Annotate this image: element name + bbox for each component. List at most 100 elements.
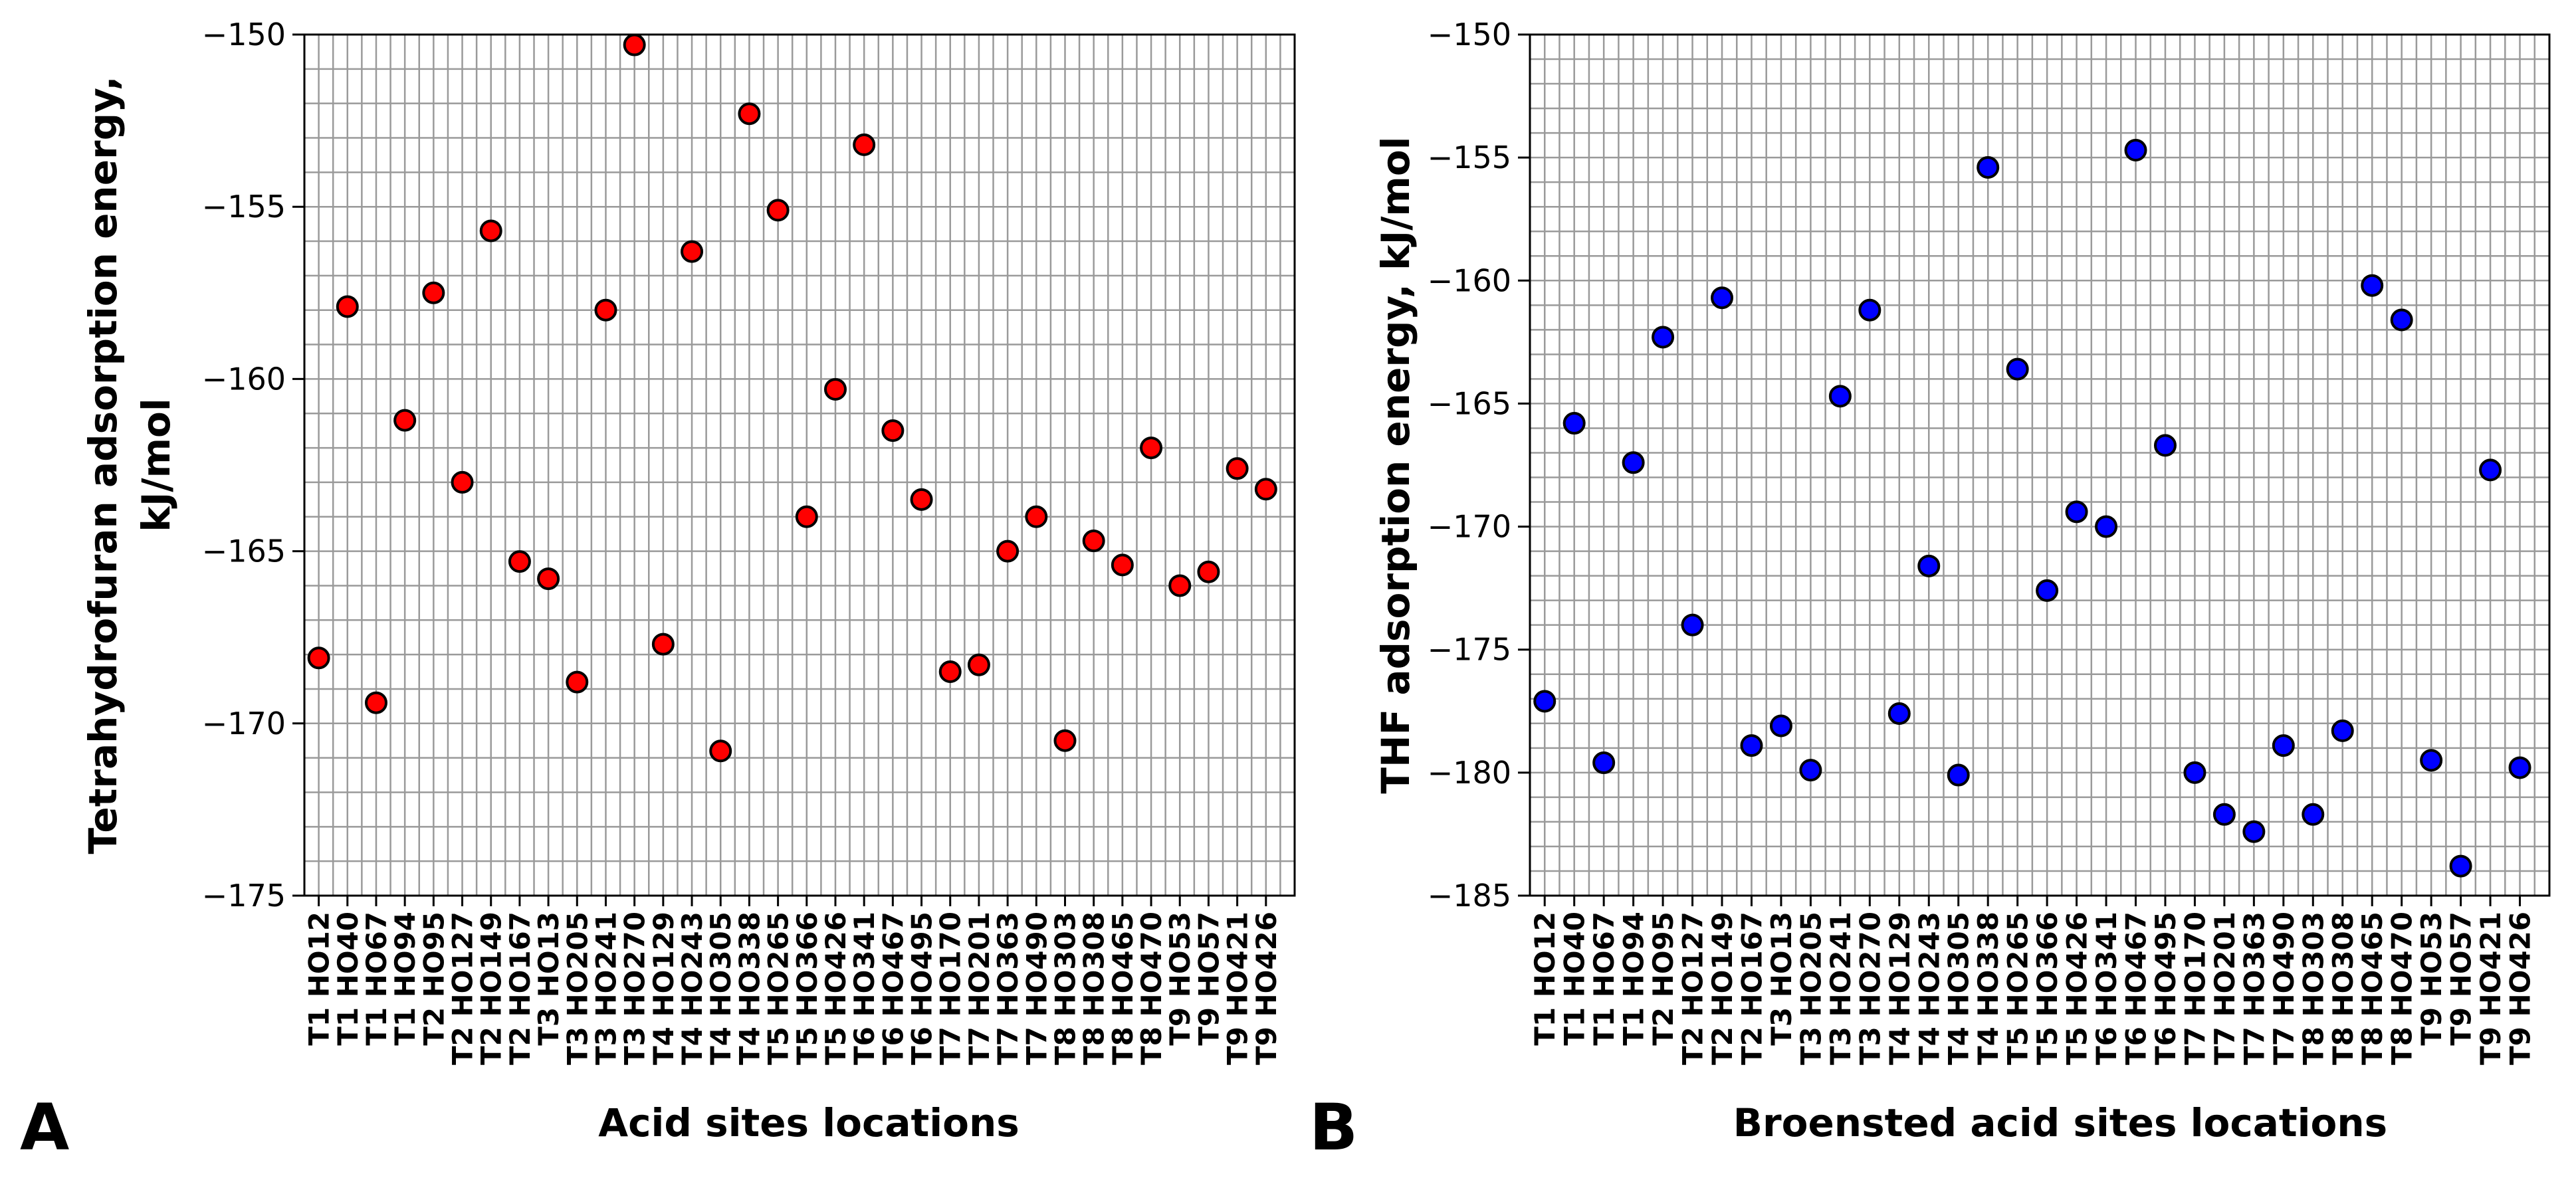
panel-b-data-point [1681, 613, 1704, 637]
panel-a-category-label: T4 HO305 [704, 912, 737, 1065]
panel-b-category-label: T4 HO129 [1883, 912, 1916, 1065]
panel-a-category-label: T2 HO127 [447, 912, 479, 1065]
panel-b-data-point [1562, 412, 1586, 435]
panel-b-data-point [1622, 451, 1645, 474]
panel-a-category-label: T3 HO13 [532, 912, 565, 1046]
panel-a-category-label: T8 HO308 [1078, 912, 1111, 1065]
panel-b-data-point [2065, 500, 2088, 524]
panel-b-x-axis-title: Broensted acid sites locations [1733, 1100, 2387, 1145]
panel-b-data-point [1917, 554, 1941, 577]
panel-a-category-label: T7 HO170 [934, 912, 967, 1065]
panel-a-data-point [681, 240, 704, 263]
panel-b-y-tick-label: −180 [1428, 755, 1511, 791]
panel-a-category-label: T4 HO129 [647, 912, 680, 1065]
panel-a-data-point [566, 670, 589, 694]
panel-b-category-label: T1 HO67 [1588, 912, 1620, 1046]
panel-a-data-point [823, 377, 847, 401]
panel-b-category-label: T1 HO12 [1529, 912, 1561, 1046]
panel-a-plot-frame [303, 33, 1296, 897]
panel-a-data-point [1168, 574, 1192, 597]
panel-b-category-label: T4 HO243 [1913, 912, 1945, 1065]
panel-b-category-label: T1 HO94 [1618, 912, 1650, 1046]
panel-a-data-point [336, 295, 359, 318]
panel-a-data-point [996, 540, 1020, 563]
panel-b-data-point [1533, 690, 1556, 713]
panel-b-y-tick-label: −165 [1428, 385, 1511, 421]
panel-a-x-axis-title: Acid sites locations [598, 1100, 1020, 1145]
panel-b-category-label: T2 HO95 [1647, 912, 1679, 1046]
panel-a-data-point [938, 660, 962, 684]
panel-a-data-point [508, 550, 531, 573]
panel-a-category-label: T8 HO465 [1107, 912, 1139, 1065]
panel-a-data-point [967, 653, 990, 676]
panel-b-data-point [1799, 759, 1822, 782]
panel-b-category-label: T6 HO495 [2149, 912, 2182, 1065]
panel-b-y-tick-label: −155 [1428, 140, 1511, 175]
panel-a-category-label: T9 HO426 [1250, 912, 1283, 1065]
panel-a-category-label: T4 HO243 [676, 912, 708, 1065]
panel-b-data-point [1887, 702, 1911, 725]
panel-b-category-label: T8 HO308 [2327, 912, 2359, 1065]
panel-a-data-point [709, 739, 732, 763]
panel-b-category-label: T7 HO201 [2208, 912, 2241, 1065]
panel-a-data-point [364, 691, 387, 714]
panel-b-category-label: T9 HO53 [2415, 912, 2448, 1046]
panel-a-category-label: T1 HO40 [332, 912, 364, 1046]
panel-b-data-point [2479, 458, 2502, 482]
panel-b-data-point [2361, 274, 2384, 297]
panel-a-data-point [393, 409, 417, 432]
panel-a-letter: A [20, 1090, 69, 1165]
panel-a-category-label: T5 HO366 [791, 912, 823, 1065]
panel-b-category-label: T7 HO170 [2179, 912, 2211, 1065]
panel-a-category-label: T7 HO363 [992, 912, 1024, 1065]
panel-b-category-label: T3 HO270 [1854, 912, 1886, 1065]
panel-a-category-label: T3 HO241 [590, 912, 622, 1065]
panel-a-category-label: T6 HO341 [848, 912, 881, 1065]
panel-b-category-label: T2 HO149 [1706, 912, 1739, 1065]
panel-a-category-label: T7 HO490 [1020, 912, 1053, 1065]
panel-a-data-point [853, 133, 876, 156]
panel-b-data-point [2331, 719, 2354, 742]
panel-a-category-label: T2 HO149 [475, 912, 508, 1065]
panel-a-category-label: T1 HO94 [389, 912, 421, 1046]
panel-a-y-tick-label: −155 [202, 189, 286, 225]
panel-b-data-point [2420, 749, 2443, 772]
panel-a-data-point [479, 219, 502, 243]
panel-b-category-label: T4 HO305 [1943, 912, 1975, 1065]
panel-b-data-point [1769, 714, 1792, 738]
panel-a-y-tick-label: −170 [202, 706, 286, 741]
panel-b-category-label: T7 HO490 [2268, 912, 2300, 1065]
panel-a-data-point [881, 419, 905, 442]
panel-a-data-point [1197, 560, 1220, 583]
panel-b-data-point [2006, 357, 2029, 381]
panel-b-category-label: T6 HO467 [2120, 912, 2153, 1065]
panel-b-data-point [2124, 139, 2147, 162]
panel-a-category-label: T8 HO470 [1135, 912, 1168, 1065]
panel-a-category-label: T5 HO426 [819, 912, 852, 1065]
panel-a-y-tick-label: −150 [202, 17, 286, 52]
panel-b-y-tick-label: −150 [1428, 17, 1511, 52]
panel-a-category-label: T5 HO265 [762, 912, 795, 1065]
panel-b-category-label: T7 HO363 [2238, 912, 2270, 1065]
panel-b-data-point [2508, 756, 2531, 779]
panel-a-data-point [307, 646, 330, 670]
panel-a-data-point [623, 33, 646, 56]
panel-b-category-label: T9 HO426 [2504, 912, 2537, 1065]
panel-b-data-point [2449, 854, 2472, 878]
panel-b-data-point [2183, 761, 2206, 784]
panel-b-grid [1530, 33, 2549, 897]
panel-a-category-label: T4 HO338 [733, 912, 766, 1065]
panel-b-category-label: T3 HO241 [1824, 912, 1857, 1065]
panel-b-category-label: T2 HO127 [1677, 912, 1709, 1065]
panel-a-category-label: T3 HO205 [561, 912, 593, 1065]
panel-b-data-point [2390, 308, 2413, 332]
panel-b-data-point [1858, 298, 1881, 322]
panel-a-data-point [1053, 729, 1077, 752]
panel-a-data-point [1226, 457, 1249, 480]
panel-a-category-label: T6 HO467 [877, 912, 909, 1065]
panel-b-data-point [2095, 515, 2118, 538]
panel-a-data-point [910, 488, 933, 511]
panel-a-category-label: T7 HO201 [963, 912, 996, 1065]
